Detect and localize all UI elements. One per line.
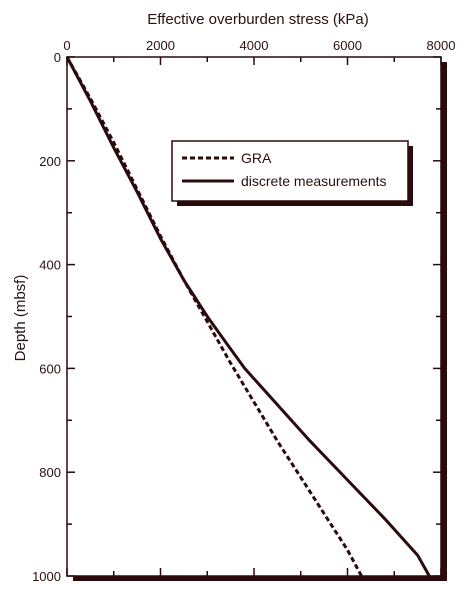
series-line-gra <box>65 56 363 577</box>
x-tick-label: 4000 <box>240 38 269 53</box>
y-tick-label: 800 <box>39 465 61 480</box>
legend: GRA discrete measurements <box>171 140 413 206</box>
x-axis-title: Effective overburden stress (kPa) <box>147 11 368 28</box>
tick-labels: 0 2000 4000 6000 8000 0 200 400 600 800 1000 <box>32 38 455 584</box>
legend-label-gra: GRA <box>241 150 272 166</box>
x-tick-label: 0 <box>63 38 70 53</box>
x-tick-label: 8000 <box>427 38 456 53</box>
x-tick-label: 6000 <box>333 38 362 53</box>
y-axis-title: Depth (mbsf) <box>12 275 29 362</box>
series-layer <box>65 56 431 577</box>
y-tick-label: 200 <box>39 154 61 169</box>
y-tick-label: 0 <box>54 50 61 65</box>
y-tick-label: 600 <box>39 361 61 376</box>
series-line-discrete <box>65 56 431 577</box>
y-tick-label: 1000 <box>32 569 61 584</box>
y-tick-label: 400 <box>39 258 61 273</box>
legend-box <box>171 140 409 202</box>
plot-frame <box>66 56 442 577</box>
axis-ticks <box>66 56 442 577</box>
x-tick-label: 2000 <box>146 38 175 53</box>
legend-label-discrete: discrete measurements <box>241 173 387 189</box>
